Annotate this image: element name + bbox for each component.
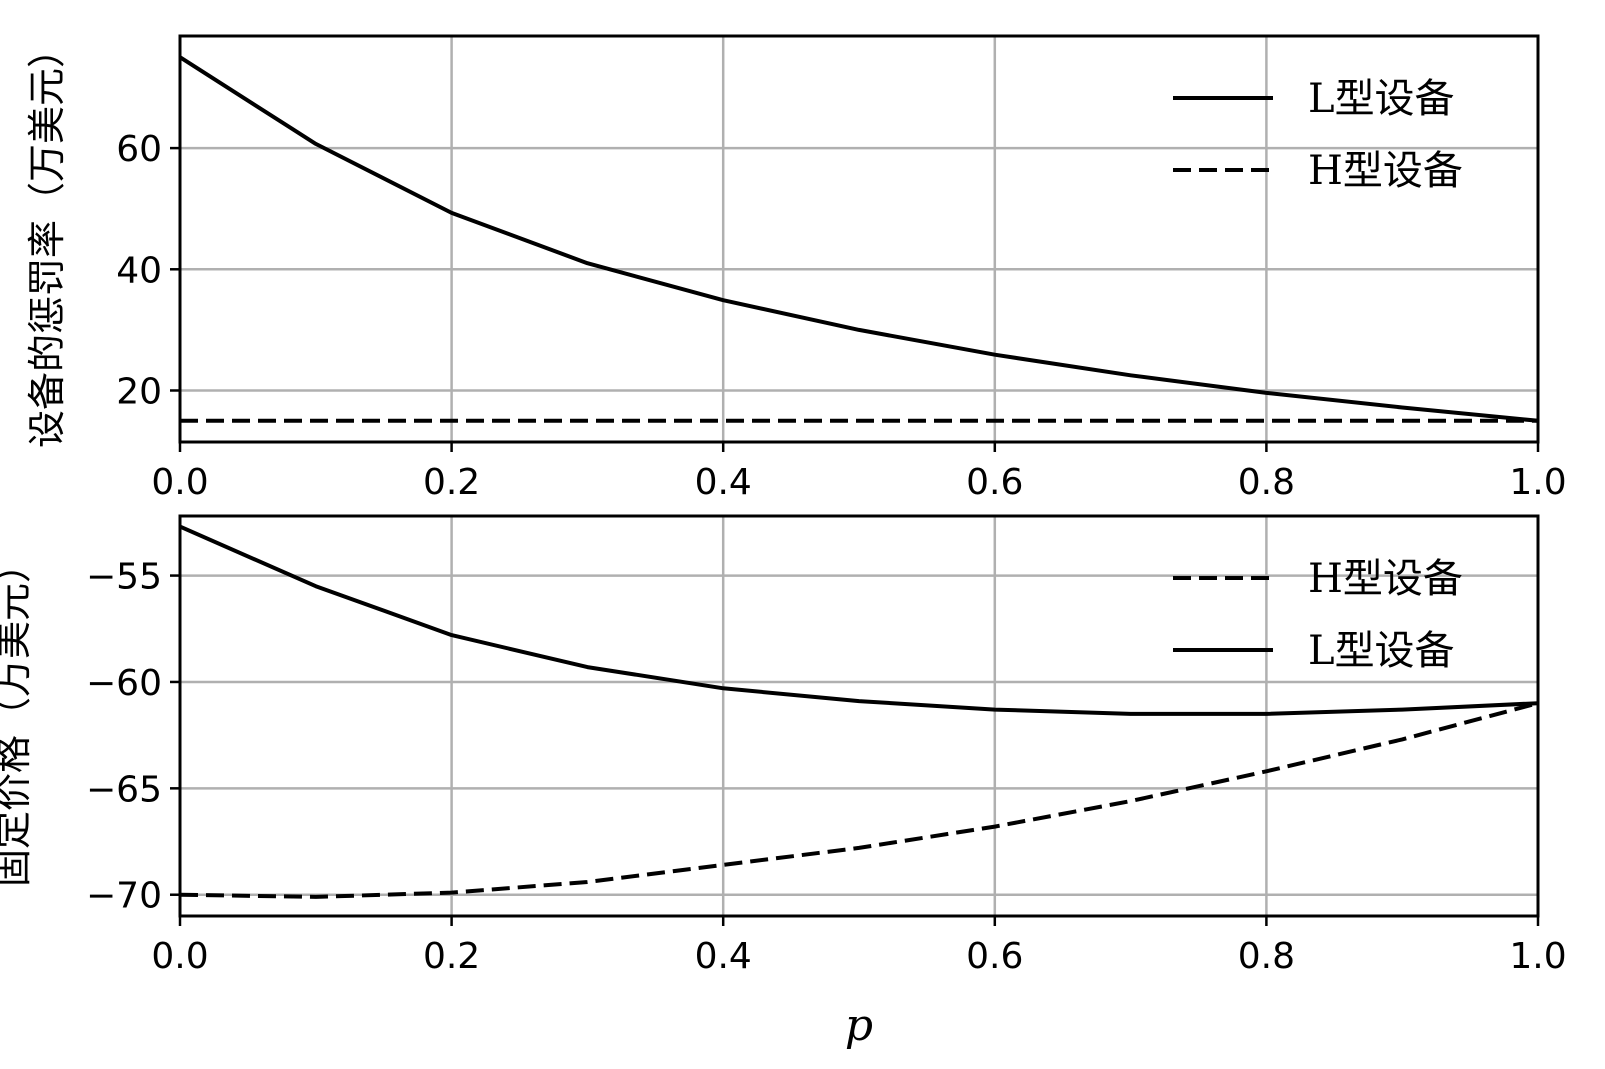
x-tick-label: 1.0	[1509, 462, 1566, 503]
series-line-l	[178, 55, 1539, 423]
y-tick-label: −55	[86, 557, 162, 598]
y-tick-label: 20	[116, 371, 162, 412]
y-axis-title: 设备的惩罚率（万美元）	[25, 30, 69, 448]
x-tick-label: 0.6	[966, 462, 1023, 503]
legend-label: L型设备	[1308, 628, 1455, 674]
x-tick-label: 0.4	[695, 462, 752, 503]
series-line-l	[179, 524, 1539, 716]
panel-2: 0.0 0.2 0.4 0.6 0.8 1.0 −55 −60 −65 −70 固定价格（万美元） p…	[0, 514, 1567, 1051]
plot-frame	[178, 514, 1540, 918]
legend-label: L型设备	[1308, 76, 1455, 122]
x-tick-label: 0.4	[695, 936, 752, 977]
x-tick-label: 1.0	[1509, 936, 1566, 977]
y-tick-label: −70	[86, 876, 162, 917]
y-tick-label: 40	[116, 250, 162, 291]
x-tick-label: 0.0	[151, 936, 208, 977]
x-tick-label: 0.2	[423, 936, 480, 977]
x-tick-label: 0.2	[423, 462, 480, 503]
y-axis-title: 固定价格（万美元）	[0, 545, 35, 887]
x-tick-label: 0.8	[1238, 936, 1295, 977]
x-tick-label: 0.6	[966, 936, 1023, 977]
x-tick-label: 0.8	[1238, 462, 1295, 503]
y-tick-label: −60	[86, 663, 162, 704]
x-axis-title: p	[845, 1000, 873, 1051]
y-tick-label: −65	[86, 769, 162, 810]
y-tick-label: 60	[116, 129, 162, 170]
series-line-h	[179, 701, 1539, 899]
legend-label: H型设备	[1308, 556, 1463, 602]
x-tick-label: 0.0	[151, 462, 208, 503]
panel-1: 0.0 0.2 0.4 0.6 0.8 1.0 20 40 60 设备的惩罚率（万美元） L型设备 H…	[25, 30, 1567, 503]
plot-frame	[178, 34, 1540, 444]
legend-label: H型设备	[1308, 148, 1463, 194]
